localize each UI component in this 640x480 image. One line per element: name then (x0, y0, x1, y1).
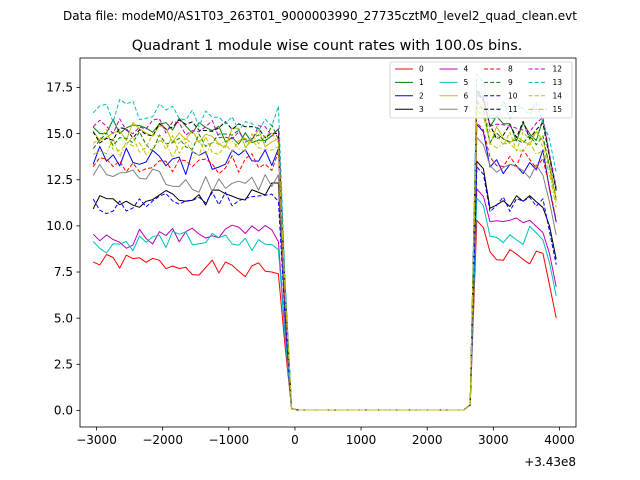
series-line-11 (92, 92, 557, 411)
series-line-1 (92, 90, 557, 411)
legend-label-1: 1 (419, 78, 424, 87)
series-line-14 (92, 103, 557, 411)
legend-label-9: 9 (508, 78, 513, 87)
x-tick-label: −3000 (76, 433, 117, 447)
series-line-8 (92, 122, 557, 411)
chart-suptitle: Data file: modeM0/AS1T03_263T01_90000039… (63, 9, 577, 23)
legend-label-3: 3 (419, 105, 424, 114)
legend-label-5: 5 (464, 78, 469, 87)
legend-label-6: 6 (464, 91, 469, 100)
plot-lines (92, 74, 557, 411)
x-tick-label: 1000 (346, 433, 377, 447)
plot-frame (79, 57, 577, 428)
series-line-2 (92, 123, 557, 411)
x-offset-label: +3.43e8 (524, 455, 576, 469)
axes: −3000 −2000 −1000 0 1000 2000 3000 4000 0.0 2.5 5.… (46, 57, 577, 447)
legend-label-15: 15 (553, 105, 563, 114)
x-tick-label: 4000 (544, 433, 575, 447)
legend-label-8: 8 (508, 65, 513, 74)
legend-label-14: 14 (553, 91, 563, 100)
series-line-15 (92, 109, 557, 411)
y-tick-label: 2.5 (54, 357, 73, 371)
x-tick-label: −1000 (209, 433, 250, 447)
series-line-3 (92, 160, 557, 411)
legend-label-13: 13 (553, 78, 563, 87)
series-line-7 (92, 136, 557, 411)
legend-label-7: 7 (464, 105, 469, 114)
legend-label-10: 10 (508, 91, 518, 100)
y-tick-label: 5.0 (54, 311, 73, 325)
chart-title: Quadrant 1 module wise count rates with … (132, 38, 523, 54)
legend-label-4: 4 (464, 65, 469, 74)
y-tick-label: 17.5 (46, 81, 73, 95)
y-tick-label: 12.5 (46, 173, 73, 187)
y-tick-label: 0.0 (54, 404, 73, 418)
x-tick-label: 3000 (478, 433, 509, 447)
y-tick-label: 15.0 (46, 127, 73, 141)
series-line-0 (92, 219, 557, 411)
y-tick-label: 7.5 (54, 265, 73, 279)
series-line-12 (92, 88, 557, 411)
legend-label-11: 11 (508, 105, 518, 114)
series-line-6 (92, 99, 557, 411)
y-tick-label: 10.0 (46, 219, 73, 233)
series-line-4 (92, 188, 557, 411)
x-tick-label: 0 (291, 433, 299, 447)
legend-label-0: 0 (419, 65, 424, 74)
series-line-10 (92, 166, 557, 411)
series-line-9 (92, 101, 557, 411)
legend-label-2: 2 (419, 91, 424, 100)
legend-box (389, 61, 573, 119)
x-tick-label: 2000 (412, 433, 443, 447)
series-line-5 (92, 197, 557, 411)
legend-label-12: 12 (553, 65, 563, 74)
x-tick-label: −2000 (142, 433, 183, 447)
